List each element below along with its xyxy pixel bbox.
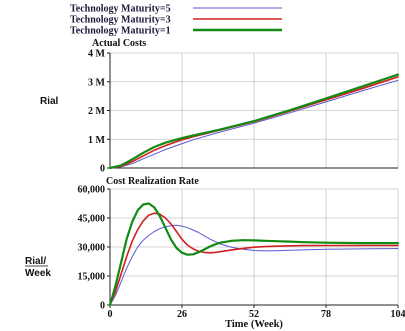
y-tick-label-4: 4 M <box>88 49 106 60</box>
y-tick-label-1: 15,000 <box>78 272 106 283</box>
y-tick-label-4: 60,000 <box>78 185 106 196</box>
series-line-maturity-1 <box>108 73 400 170</box>
x-tick-label-2: 52 <box>249 309 259 320</box>
x-tick-label-0: 0 <box>108 309 113 320</box>
series-line-maturity-3 <box>109 76 399 169</box>
y-tick-label-2: 2 M <box>88 106 106 117</box>
series-line-maturity-5 <box>109 79 399 169</box>
x-tick-label-1: 26 <box>177 309 187 320</box>
y-tick-label-2: 30,000 <box>78 243 106 254</box>
chart-title: Cost Realization Rate <box>106 176 199 187</box>
y-tick-label-3: 45,000 <box>78 214 106 225</box>
y-tick-label-1: 1 M <box>88 135 106 146</box>
y-tick-label-3: 3 M <box>88 77 106 88</box>
x-tick-label-4: 104 <box>391 309 405 320</box>
series-line-maturity-5 <box>109 224 399 306</box>
legend-label-3: Technology Maturity=1 <box>70 26 171 37</box>
cost-realization-rate-chart: 0 15,000 30,000 45,000 60,000 0 26 52 78 104 Cost … <box>25 176 405 330</box>
x-axis-label: Time (Week) <box>225 319 283 330</box>
x-tick-label-3: 78 <box>321 309 331 320</box>
y-axis-label: Rial/Week <box>25 256 51 279</box>
y-tick-label-0: 0 <box>100 164 105 175</box>
legend-label-2: Technology Maturity=3 <box>70 15 171 26</box>
chart-title: Actual Costs <box>92 38 146 49</box>
y-tick-label-0: 0 <box>100 301 105 312</box>
y-axis-label: Rial <box>40 96 59 107</box>
series-line-maturity-3 <box>109 212 399 306</box>
legend-label-1: Technology Maturity=5 <box>70 4 171 15</box>
series-line-maturity-1 <box>108 202 400 307</box>
